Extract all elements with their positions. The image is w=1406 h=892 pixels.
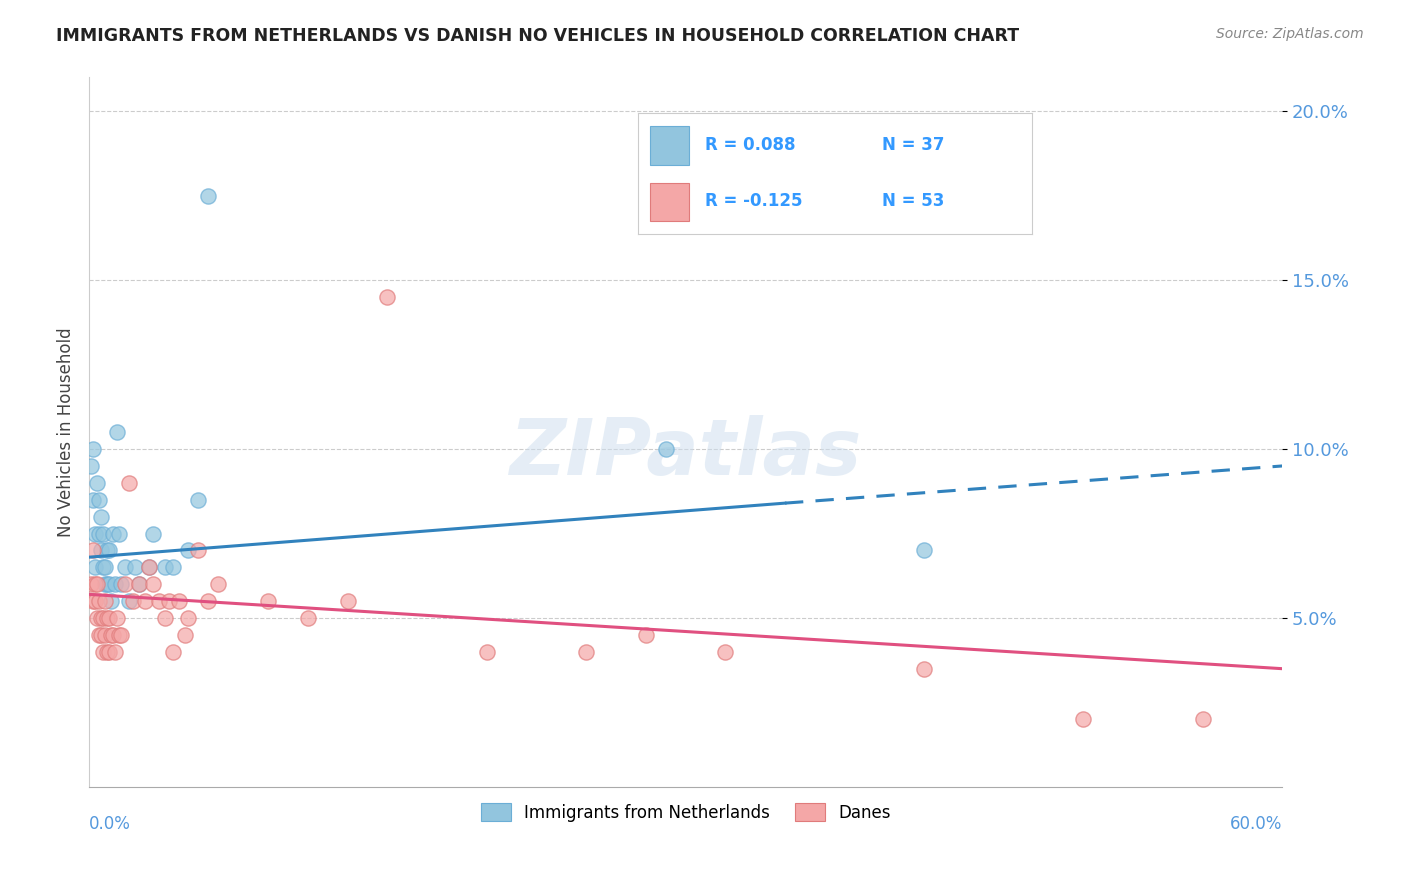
- Point: [90, 628, 112, 642]
- Point: [375, 290, 398, 304]
- Point: [87, 594, 110, 608]
- Point: [153, 560, 176, 574]
- Point: [148, 594, 170, 608]
- Point: [86, 577, 108, 591]
- Point: [475, 645, 498, 659]
- Point: [167, 594, 190, 608]
- Point: [257, 594, 280, 608]
- Point: [96, 611, 118, 625]
- Point: [86, 611, 108, 625]
- Point: [94, 560, 117, 574]
- Point: [101, 628, 124, 642]
- Text: Source: ZipAtlas.com: Source: ZipAtlas.com: [1216, 27, 1364, 41]
- Point: [87, 628, 110, 642]
- Point: [100, 594, 122, 608]
- Point: [91, 611, 114, 625]
- Point: [84, 560, 107, 574]
- Point: [97, 543, 120, 558]
- Point: [91, 526, 114, 541]
- Point: [187, 543, 209, 558]
- Point: [1071, 712, 1094, 726]
- Point: [124, 560, 146, 574]
- Point: [87, 526, 110, 541]
- Point: [336, 594, 359, 608]
- Point: [97, 577, 120, 591]
- Point: [84, 526, 107, 541]
- Point: [97, 611, 120, 625]
- Point: [177, 543, 200, 558]
- Point: [94, 628, 117, 642]
- Point: [207, 577, 229, 591]
- Point: [86, 475, 108, 490]
- Point: [177, 611, 200, 625]
- Text: IMMIGRANTS FROM NETHERLANDS VS DANISH NO VEHICLES IN HOUSEHOLD CORRELATION CHART: IMMIGRANTS FROM NETHERLANDS VS DANISH NO…: [56, 27, 1019, 45]
- Point: [90, 543, 112, 558]
- Point: [104, 645, 127, 659]
- Point: [714, 645, 737, 659]
- Point: [94, 577, 117, 591]
- Point: [297, 611, 319, 625]
- Point: [654, 442, 676, 456]
- Point: [104, 577, 127, 591]
- Point: [128, 577, 150, 591]
- Legend: Immigrants from Netherlands, Danes: Immigrants from Netherlands, Danes: [474, 797, 897, 829]
- Point: [912, 543, 935, 558]
- Point: [912, 662, 935, 676]
- Point: [82, 442, 104, 456]
- Point: [105, 425, 128, 440]
- Point: [91, 645, 114, 659]
- Point: [121, 594, 143, 608]
- Point: [138, 560, 160, 574]
- Point: [91, 560, 114, 574]
- Point: [197, 594, 219, 608]
- Point: [108, 628, 131, 642]
- Y-axis label: No Vehicles in Household: No Vehicles in Household: [58, 327, 75, 537]
- Point: [162, 645, 184, 659]
- Point: [97, 645, 120, 659]
- Point: [162, 560, 184, 574]
- Text: 60.0%: 60.0%: [1230, 815, 1282, 833]
- Point: [82, 594, 104, 608]
- Point: [96, 577, 118, 591]
- Point: [90, 611, 112, 625]
- Point: [134, 594, 156, 608]
- Point: [128, 577, 150, 591]
- Point: [142, 577, 165, 591]
- Point: [110, 628, 132, 642]
- Point: [101, 526, 124, 541]
- Point: [96, 645, 118, 659]
- Point: [575, 645, 598, 659]
- Point: [82, 543, 104, 558]
- Point: [153, 611, 176, 625]
- Point: [173, 628, 195, 642]
- Point: [138, 560, 160, 574]
- Point: [142, 526, 165, 541]
- Point: [114, 577, 136, 591]
- Point: [80, 577, 103, 591]
- Point: [105, 611, 128, 625]
- Point: [634, 628, 657, 642]
- Point: [187, 492, 209, 507]
- Point: [1191, 712, 1213, 726]
- Point: [96, 543, 118, 558]
- Point: [114, 560, 136, 574]
- Point: [118, 475, 141, 490]
- Point: [118, 594, 141, 608]
- Point: [110, 577, 132, 591]
- Point: [87, 492, 110, 507]
- Point: [94, 594, 117, 608]
- Point: [84, 577, 107, 591]
- Point: [100, 628, 122, 642]
- Point: [157, 594, 180, 608]
- Point: [197, 188, 219, 202]
- Text: ZIPatlas: ZIPatlas: [509, 416, 862, 491]
- Point: [90, 509, 112, 524]
- Point: [84, 594, 107, 608]
- Point: [82, 492, 104, 507]
- Text: 0.0%: 0.0%: [89, 815, 131, 833]
- Point: [80, 458, 103, 473]
- Point: [108, 526, 131, 541]
